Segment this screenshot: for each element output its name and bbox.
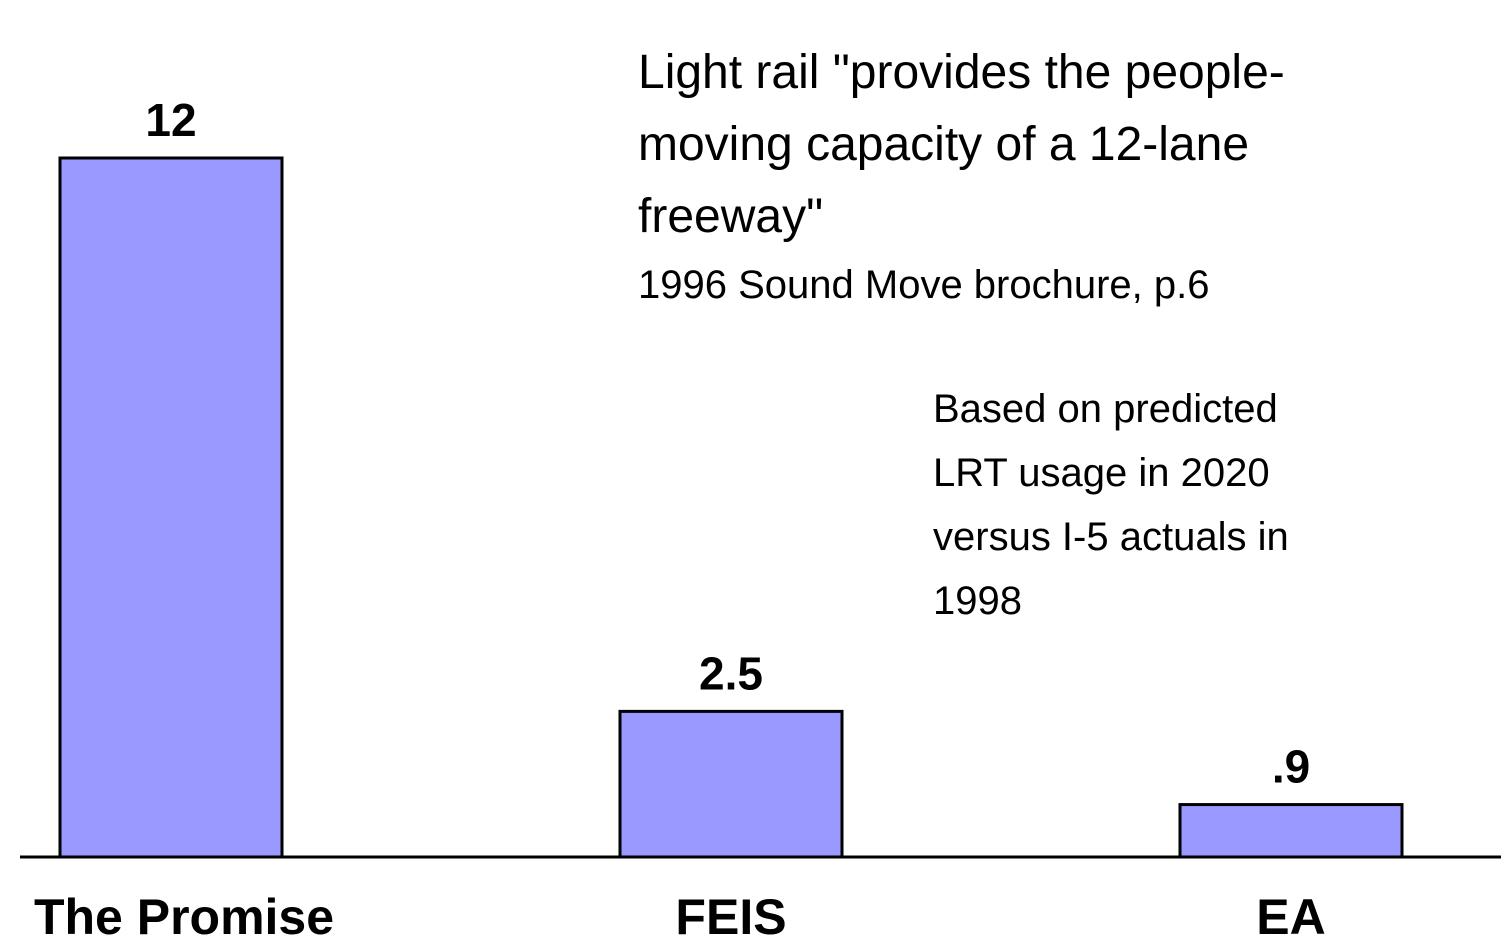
bar (618, 709, 844, 859)
bar (58, 156, 284, 859)
note-line: versus I-5 actuals in (933, 515, 1289, 559)
note-line: Based on predicted (933, 387, 1278, 431)
category-label: FEIS (675, 889, 786, 939)
value-label: 12 (145, 94, 196, 146)
note-line: 1998 (933, 579, 1022, 623)
source: 1996 Sound Move brochure, p.6 (638, 263, 1210, 307)
bar (1178, 803, 1404, 859)
category-label: The Promise (34, 889, 334, 939)
quote-line: Light rail "provides the people- (638, 46, 1285, 99)
value-label: .9 (1272, 741, 1310, 793)
quote-line: moving capacity of a 12-lane (638, 118, 1249, 171)
value-label: 2.5 (699, 647, 763, 699)
category-label: EA (1256, 889, 1325, 939)
note-line: LRT usage in 2020 (933, 451, 1270, 495)
quote-line: freeway" (638, 190, 823, 243)
